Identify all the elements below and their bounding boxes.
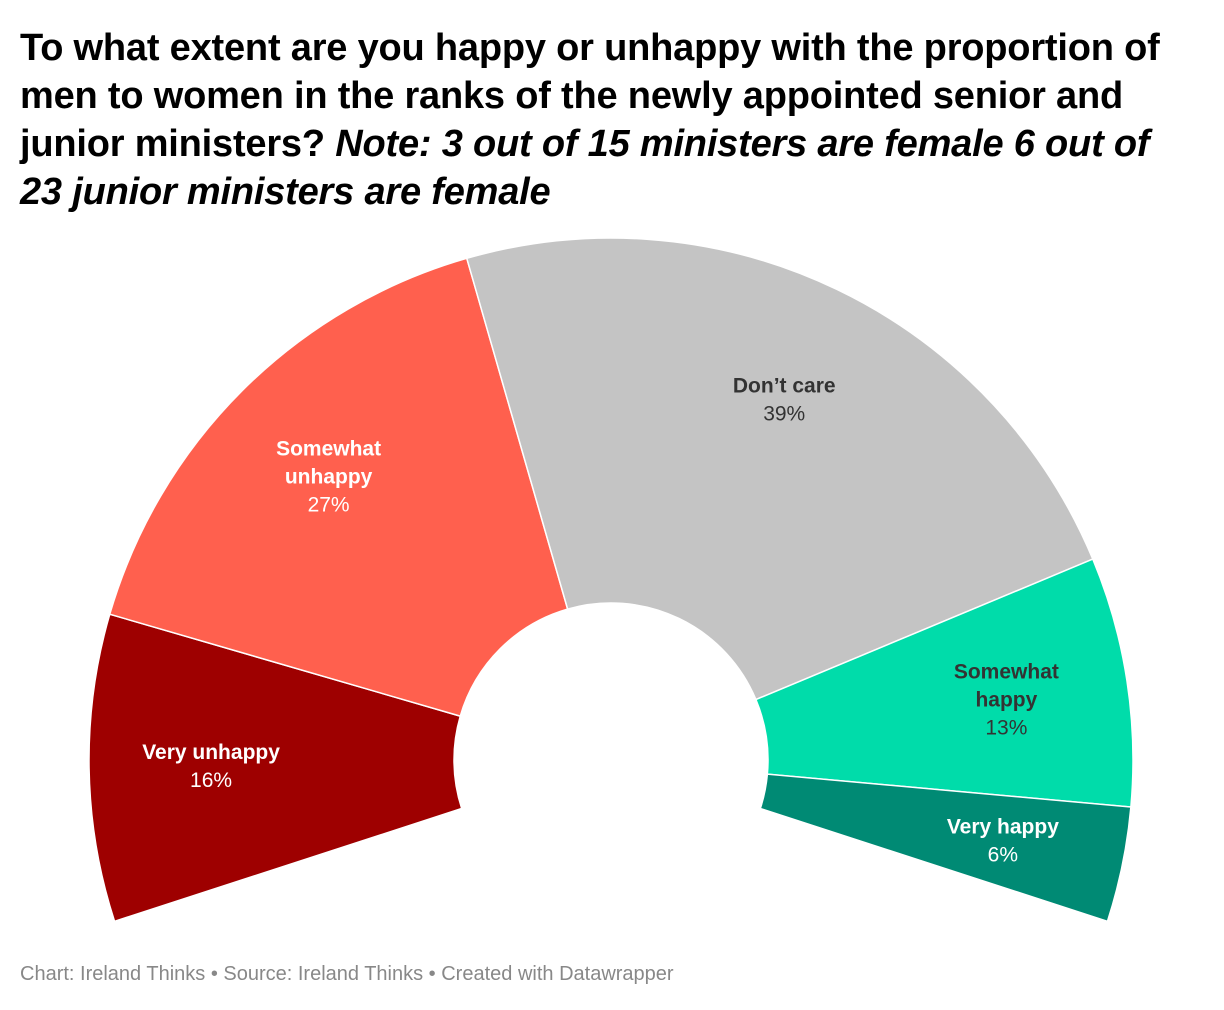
slice-label-line: Don’t care [733, 374, 836, 397]
slice-very-happy[interactable] [759, 773, 1132, 923]
slice-label-very-happy: Very happy [947, 815, 1059, 838]
chart-footer: Chart: Ireland Thinks • Source: Ireland … [20, 963, 674, 985]
slice-very-unhappy[interactable] [88, 613, 463, 923]
slice-label-somewhat-happy: Somewhat happy [954, 660, 1059, 711]
chart-title: To what extent are you happy or unhappy … [20, 24, 1200, 216]
slice-label-line: unhappy [285, 466, 373, 489]
slice-label-line: Somewhat [954, 660, 1059, 683]
slice-label-line: Very happy [947, 815, 1059, 838]
slice-value-somewhat-happy: 13% [985, 716, 1027, 739]
slice-somewhat-happy[interactable] [754, 558, 1134, 808]
slice-label-don-t-care: Don’t care [733, 374, 836, 397]
slice-label-line: Somewhat [276, 438, 381, 461]
slice-value-don-t-care: 39% [763, 402, 805, 425]
chart-slices [88, 237, 1134, 923]
chart-title-main: To what extent are you happy or unhappy … [20, 27, 1160, 165]
slice-value-very-unhappy: 16% [190, 769, 232, 792]
slice-label-line: Very unhappy [142, 741, 280, 764]
slice-value-somewhat-unhappy: 27% [308, 494, 350, 517]
slice-label-very-unhappy: Very unhappy [142, 741, 280, 764]
slice-don-t-care[interactable] [465, 237, 1094, 701]
chart-labels: Very unhappy 16% Somewhat unhappy 27% Don’t c… [142, 374, 1059, 866]
slice-label-somewhat-unhappy: Somewhat unhappy [276, 438, 381, 489]
slice-label-line: happy [975, 688, 1037, 711]
slice-value-very-happy: 6% [988, 843, 1018, 866]
chart-title-note: Note: 3 out of 15 ministers are female 6… [20, 123, 1150, 213]
slice-somewhat-unhappy[interactable] [108, 257, 569, 718]
